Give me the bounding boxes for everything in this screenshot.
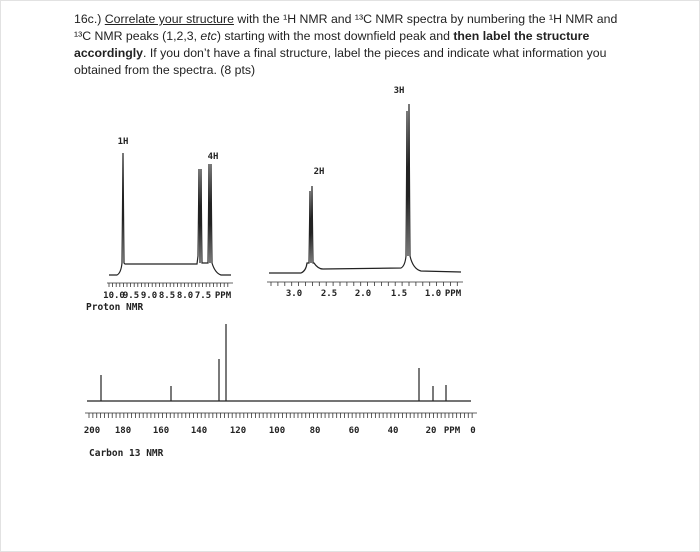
axis-label: 1.5 xyxy=(391,289,407,299)
proton-spectrum xyxy=(109,152,231,276)
axis-label: 200 xyxy=(84,426,100,436)
axis-label: 80 xyxy=(310,426,321,436)
axis-label: 100 xyxy=(269,426,285,436)
question-text: 16c.) xyxy=(74,12,105,26)
question: 16c.) Correlate your structure with the … xyxy=(74,11,624,79)
axis-label: 3.0 xyxy=(286,289,302,299)
question-text: then label the structure accordingly xyxy=(74,29,590,60)
question-text: Correlate your structure xyxy=(104,12,234,26)
axis-label: 120 xyxy=(230,426,246,436)
carbon-spectrum xyxy=(87,324,471,402)
axis-label: PPM xyxy=(215,291,232,301)
axis-label: PPM xyxy=(444,426,461,436)
axis-label: 9.5 xyxy=(123,291,139,301)
axis-label: PPM xyxy=(445,289,462,299)
axis-label: 180 xyxy=(115,426,131,436)
axis-label: 20 xyxy=(426,426,437,436)
axis-label: 7.5 xyxy=(195,291,211,301)
axis-label: 60 xyxy=(349,426,360,436)
proton-spectrum xyxy=(269,103,462,274)
axis-label: 9.0 xyxy=(141,291,157,301)
question-text: etc xyxy=(200,29,217,43)
axis-label: 160 xyxy=(153,426,169,436)
question-text: . If you don’t have a final structure, l… xyxy=(74,46,607,77)
axis-label: 8.0 xyxy=(177,291,193,301)
axis-label: 0 xyxy=(470,426,475,436)
integration-label: 4H xyxy=(208,152,219,162)
integration-label: 2H xyxy=(314,167,325,177)
axis-label: 8.5 xyxy=(159,291,175,301)
integration-label: 3H xyxy=(394,86,405,96)
axis-label: 1.0 xyxy=(425,289,441,299)
integration-label: 1H xyxy=(118,137,129,147)
caption: Proton NMR xyxy=(86,302,143,313)
caption: Carbon 13 NMR xyxy=(89,448,164,459)
axis-label: 140 xyxy=(191,426,207,436)
axis-label: 40 xyxy=(388,426,399,436)
question-text: with the ¹H NMR and ¹³C NMR spectra by n… xyxy=(74,12,618,43)
axis-label: 2.5 xyxy=(321,289,337,299)
axis-label: 2.0 xyxy=(355,289,371,299)
ticks xyxy=(88,282,473,418)
axis-label: 10.0 xyxy=(103,291,125,301)
question-text: ) starting with the most downfield peak … xyxy=(216,29,454,43)
